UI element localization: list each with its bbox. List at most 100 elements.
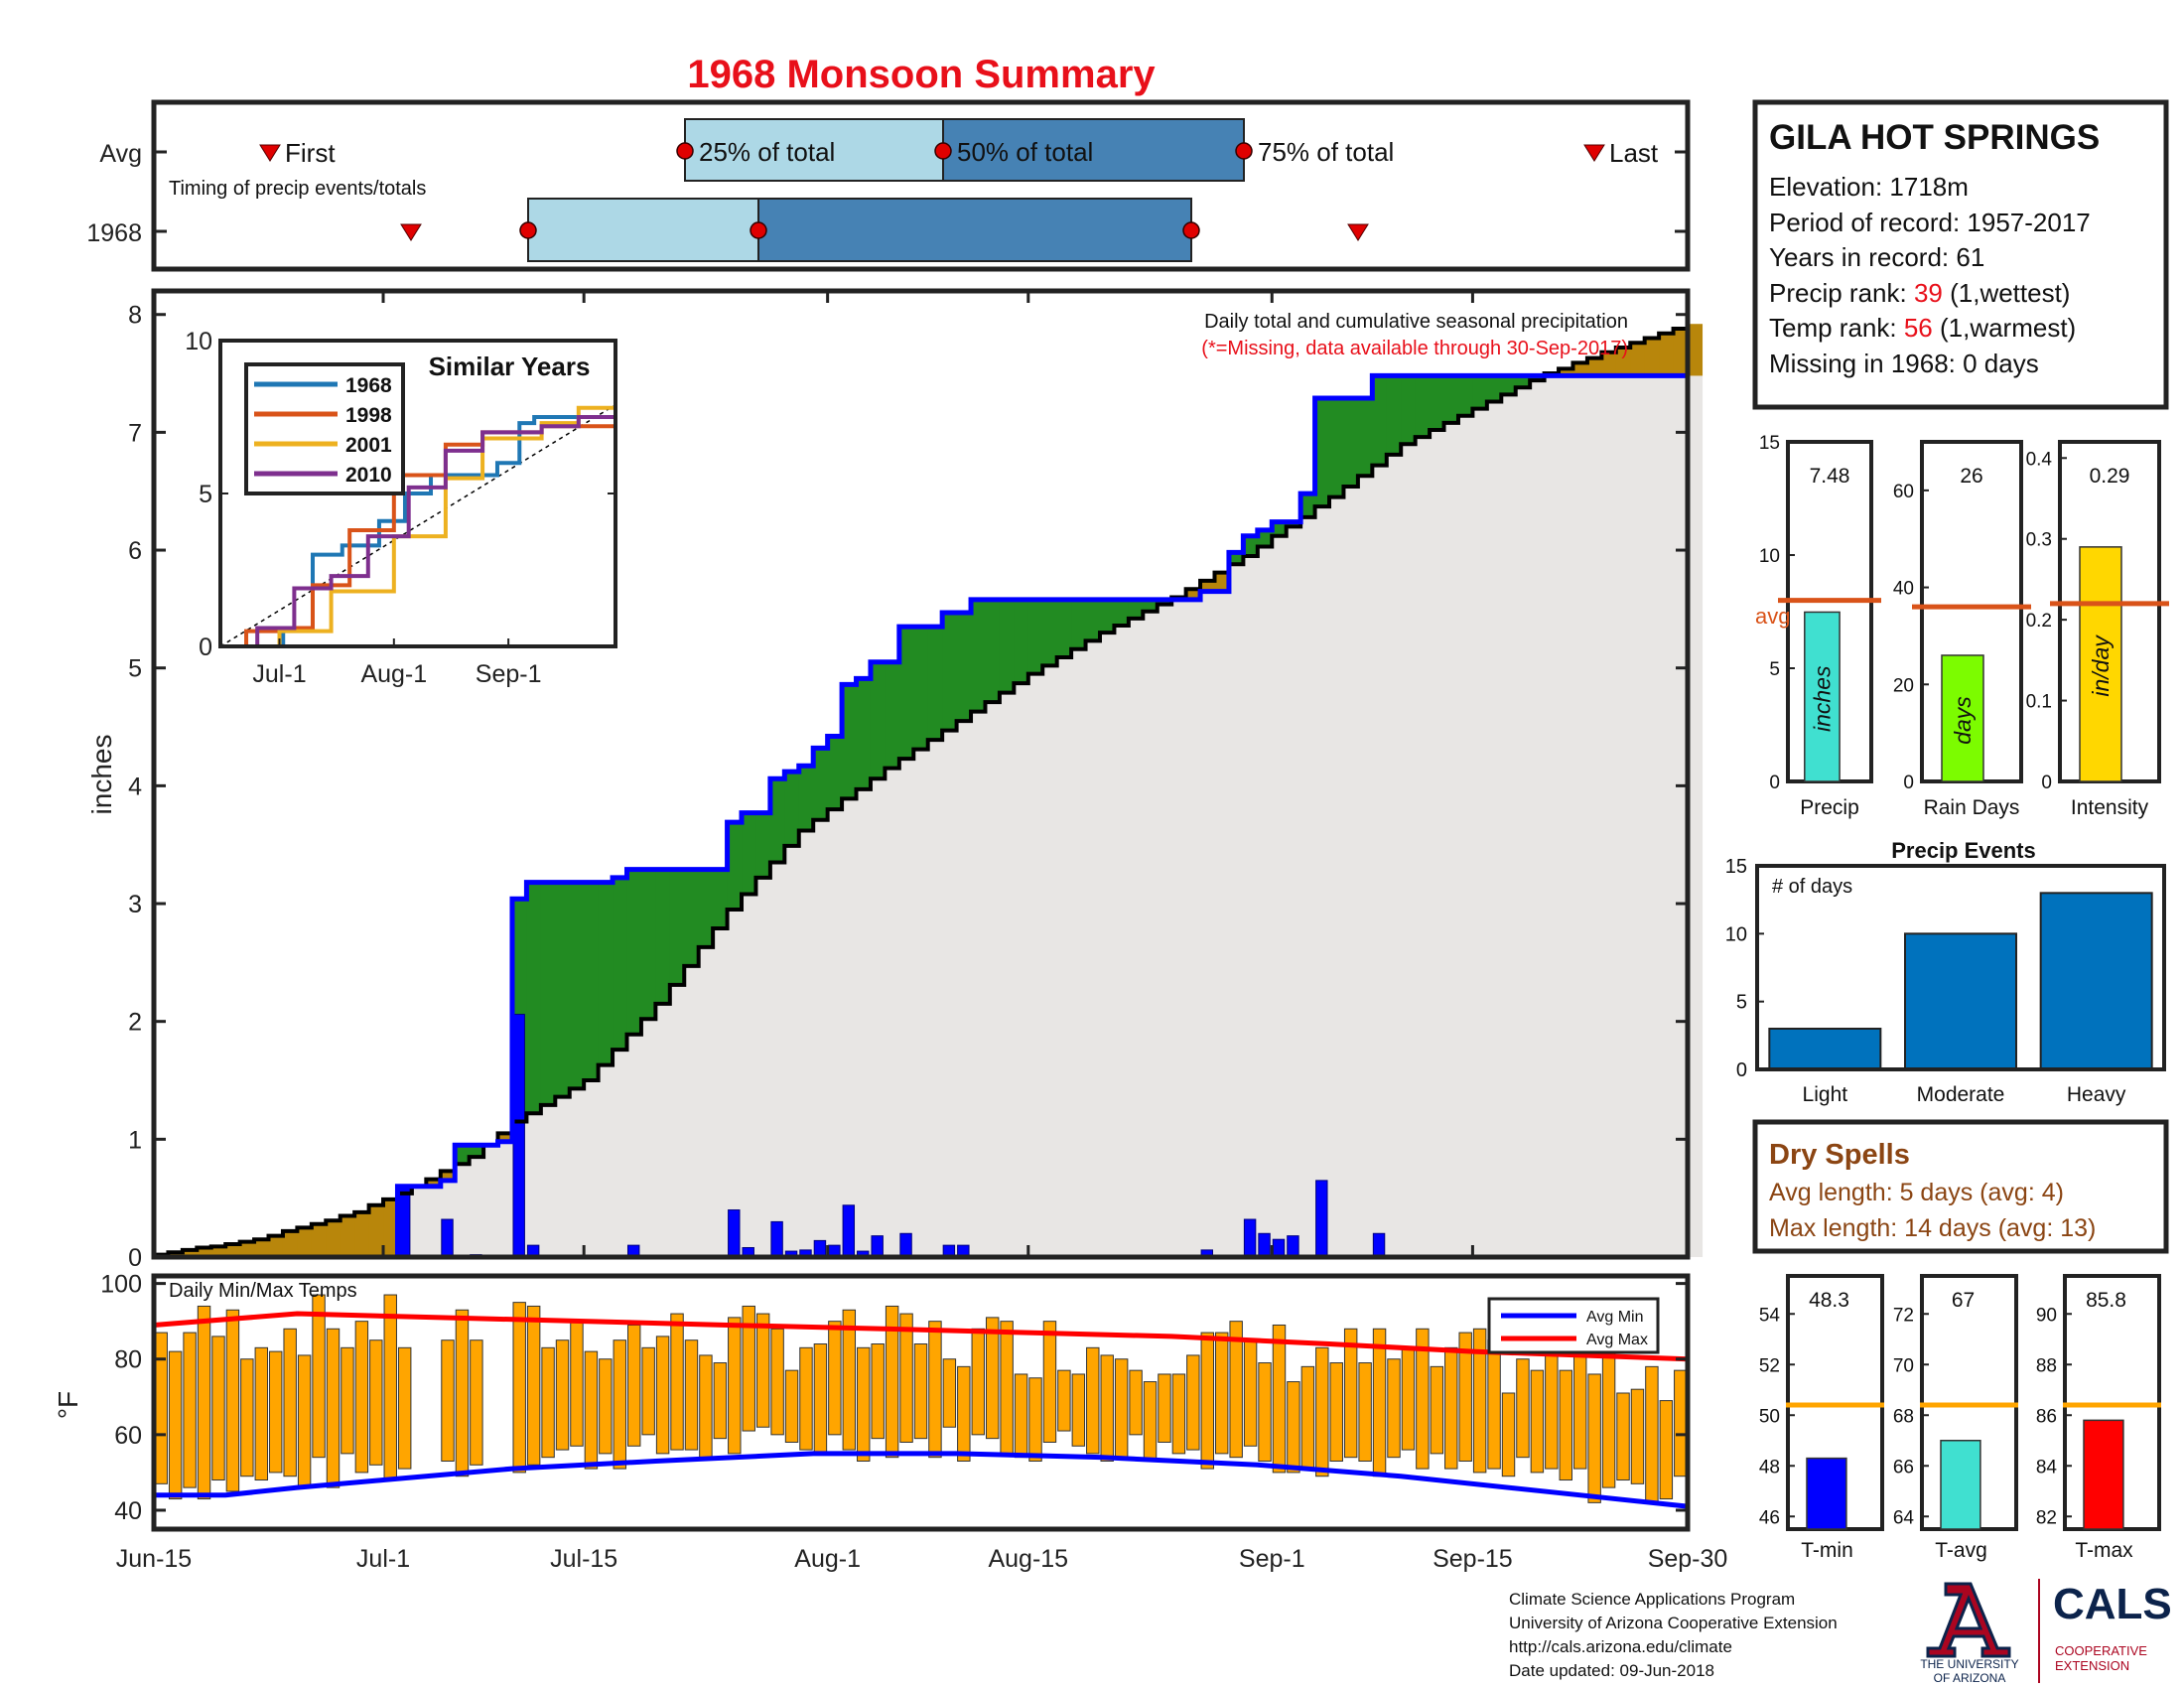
temp-range-bar bbox=[254, 1346, 269, 1481]
surplus-area-slice bbox=[1085, 599, 1101, 641]
base-area-slice bbox=[742, 894, 757, 1257]
avg-last-marker bbox=[1583, 144, 1605, 162]
temp-range-bar bbox=[942, 1358, 957, 1428]
rain_days-tick-label: 20 bbox=[1893, 675, 1914, 696]
base-area-slice bbox=[713, 927, 729, 1257]
surplus-area-slice bbox=[1372, 375, 1388, 466]
base-area-slice bbox=[426, 1186, 442, 1257]
base-area-slice bbox=[1214, 591, 1230, 1257]
temp-range-bar bbox=[1501, 1392, 1516, 1477]
base-area-slice bbox=[626, 1034, 642, 1257]
base-area-slice bbox=[870, 778, 887, 1257]
station-name: GILA HOT SPRINGS bbox=[1769, 118, 2100, 157]
daily-precip-bar bbox=[1372, 1232, 1386, 1258]
inset-x-tick-label: Aug-1 bbox=[360, 660, 427, 688]
base-area-slice bbox=[1042, 665, 1058, 1257]
precip-tick-label: 0 bbox=[1769, 773, 1780, 793]
tmax-tick-label: 88 bbox=[2036, 1355, 2057, 1376]
base-area-slice bbox=[956, 721, 972, 1257]
surplus-area-slice bbox=[569, 882, 585, 1089]
base-area-slice bbox=[1472, 408, 1488, 1257]
timing-row-avg: Avg bbox=[99, 140, 142, 168]
cals-text: CALS bbox=[2053, 1580, 2172, 1628]
rain_days-value-bar bbox=[1941, 654, 1984, 782]
temp-range-bar bbox=[369, 1339, 383, 1466]
temp-range-bar bbox=[1114, 1358, 1129, 1459]
events-title: Precip Events bbox=[1891, 838, 2036, 863]
surplus-area-slice bbox=[540, 882, 556, 1105]
surplus-area-slice bbox=[1014, 599, 1029, 684]
base-area-slice bbox=[1228, 564, 1244, 1257]
p25-label: 25% of total bbox=[699, 137, 835, 167]
tmax-tick-label: 84 bbox=[2036, 1457, 2058, 1477]
base-area-slice bbox=[497, 1141, 513, 1257]
surplus-area-slice bbox=[798, 766, 814, 831]
temps-y-tick-label: 100 bbox=[100, 1271, 142, 1299]
surplus-area-slice bbox=[1056, 599, 1072, 658]
base-area-slice bbox=[540, 1104, 556, 1257]
base-area-slice bbox=[1056, 657, 1072, 1257]
temp-range-bar bbox=[1430, 1365, 1444, 1455]
surplus-area-slice bbox=[626, 869, 642, 1035]
deficit-area-slice bbox=[1659, 333, 1675, 376]
inset-series-line bbox=[220, 415, 615, 648]
station-info-box: GILA HOT SPRINGS Elevation: 1718m Period… bbox=[1752, 99, 2169, 410]
temp-range-bar bbox=[626, 1324, 641, 1447]
temp-range-bar bbox=[1057, 1369, 1071, 1432]
event-category-label: Moderate bbox=[1917, 1083, 2005, 1106]
base-area-slice bbox=[655, 1003, 671, 1257]
station-period: Period of record: 1957-2017 bbox=[1769, 208, 2091, 237]
base-area-slice bbox=[1688, 375, 1704, 1257]
x-tick-label: Aug-15 bbox=[988, 1545, 1068, 1573]
deficit-area-slice bbox=[1615, 347, 1631, 376]
surplus-area-slice bbox=[898, 627, 914, 760]
temp-range-bar bbox=[1587, 1373, 1601, 1503]
intensity-axis-label: Intensity bbox=[2071, 796, 2149, 819]
temp-range-bar bbox=[312, 1294, 326, 1459]
tmax-tick-label: 90 bbox=[2036, 1305, 2057, 1326]
deficit-area-slice bbox=[1200, 580, 1216, 592]
x-tick-label: Jul-1 bbox=[356, 1545, 410, 1573]
deficit-area-slice bbox=[383, 1198, 399, 1257]
base-area-slice bbox=[971, 711, 987, 1257]
daily-precip-bar bbox=[1287, 1235, 1299, 1258]
surplus-area-slice bbox=[971, 599, 987, 712]
avg-first-marker bbox=[259, 144, 281, 162]
temp-range-bar bbox=[684, 1339, 699, 1451]
deficit-area-slice bbox=[1586, 357, 1602, 376]
temp-range-bar bbox=[641, 1346, 655, 1436]
avg-first-label: First bbox=[285, 138, 336, 168]
temps-inner-label: Daily Min/Max Temps bbox=[169, 1280, 357, 1302]
cals-logo: CALS COOPERATIVE EXTENSION bbox=[2053, 1580, 2172, 1673]
ua-logo: THE UNIVERSITY OF ARIZONA bbox=[1920, 1582, 2019, 1685]
deficit-area-slice bbox=[297, 1227, 313, 1257]
base-area-slice bbox=[985, 702, 1001, 1257]
temp-range-bar bbox=[1272, 1324, 1287, 1474]
temps-y-tick-label: 40 bbox=[114, 1497, 142, 1525]
surplus-area-slice bbox=[1472, 375, 1488, 409]
base-area-slice bbox=[1401, 444, 1417, 1257]
temp-range-bar bbox=[1659, 1400, 1674, 1500]
inset-x-tick-label: Jul-1 bbox=[252, 660, 306, 688]
temp-range-bar bbox=[1171, 1373, 1186, 1455]
temp-range-bar bbox=[1545, 1346, 1559, 1470]
temp-range-bar bbox=[1572, 1350, 1587, 1470]
y1968-first-marker bbox=[400, 223, 422, 241]
surplus-area-slice bbox=[1343, 397, 1359, 487]
temp-range-bar bbox=[526, 1305, 541, 1466]
base-area-slice bbox=[1114, 625, 1130, 1257]
ua-a-icon bbox=[1926, 1582, 2011, 1658]
events-y-tick-label: 0 bbox=[1736, 1059, 1747, 1081]
precip-tick-label: 15 bbox=[1759, 433, 1780, 454]
main-y-tick-label: 0 bbox=[128, 1244, 142, 1272]
temps-y-tick-label: 60 bbox=[114, 1422, 142, 1450]
base-area-slice bbox=[1272, 535, 1288, 1257]
temp-range-bar bbox=[1358, 1362, 1372, 1462]
surplus-area-slice bbox=[684, 869, 700, 966]
temps-y-axis: 40 60 80 100 bbox=[100, 1271, 1688, 1525]
deficit-area-slice bbox=[1559, 368, 1574, 376]
deficit-area-slice bbox=[210, 1246, 226, 1257]
base-area-slice bbox=[1185, 599, 1201, 1257]
temp-range-bar bbox=[1674, 1369, 1688, 1477]
dry-spells-avg: Avg length: 5 days (avg: 4) bbox=[1769, 1179, 2064, 1206]
